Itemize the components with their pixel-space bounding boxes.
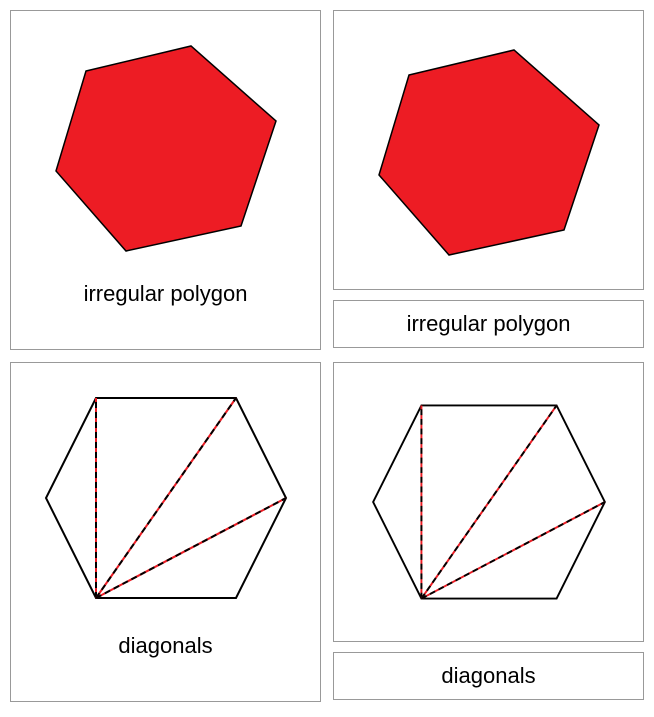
card-polygon-image — [333, 10, 644, 290]
card-grid: irregular polygon irregular polygon diag… — [10, 10, 644, 702]
card-diagonals-image — [333, 362, 644, 642]
irregular-polygon-icon — [16, 6, 316, 286]
hexagon-diagonals-icon — [339, 362, 639, 642]
shape-holder — [334, 11, 643, 289]
card-polygon-labeled: irregular polygon — [10, 10, 321, 350]
card-label: irregular polygon — [84, 281, 248, 327]
card-polygon-split: irregular polygon — [333, 10, 644, 350]
label-text: irregular polygon — [407, 311, 571, 337]
card-label: diagonals — [118, 633, 212, 679]
card-diagonals-split: diagonals — [333, 362, 644, 702]
shape-holder — [11, 363, 320, 633]
label-card-diagonals: diagonals — [333, 652, 644, 700]
card-diagonals-labeled: diagonals — [10, 362, 321, 702]
shape-holder — [334, 363, 643, 641]
shape-holder — [11, 11, 320, 281]
label-card-polygon: irregular polygon — [333, 300, 644, 348]
hexagon-diagonals-icon — [16, 353, 316, 643]
irregular-polygon-icon — [339, 10, 639, 290]
label-text: diagonals — [441, 663, 535, 689]
